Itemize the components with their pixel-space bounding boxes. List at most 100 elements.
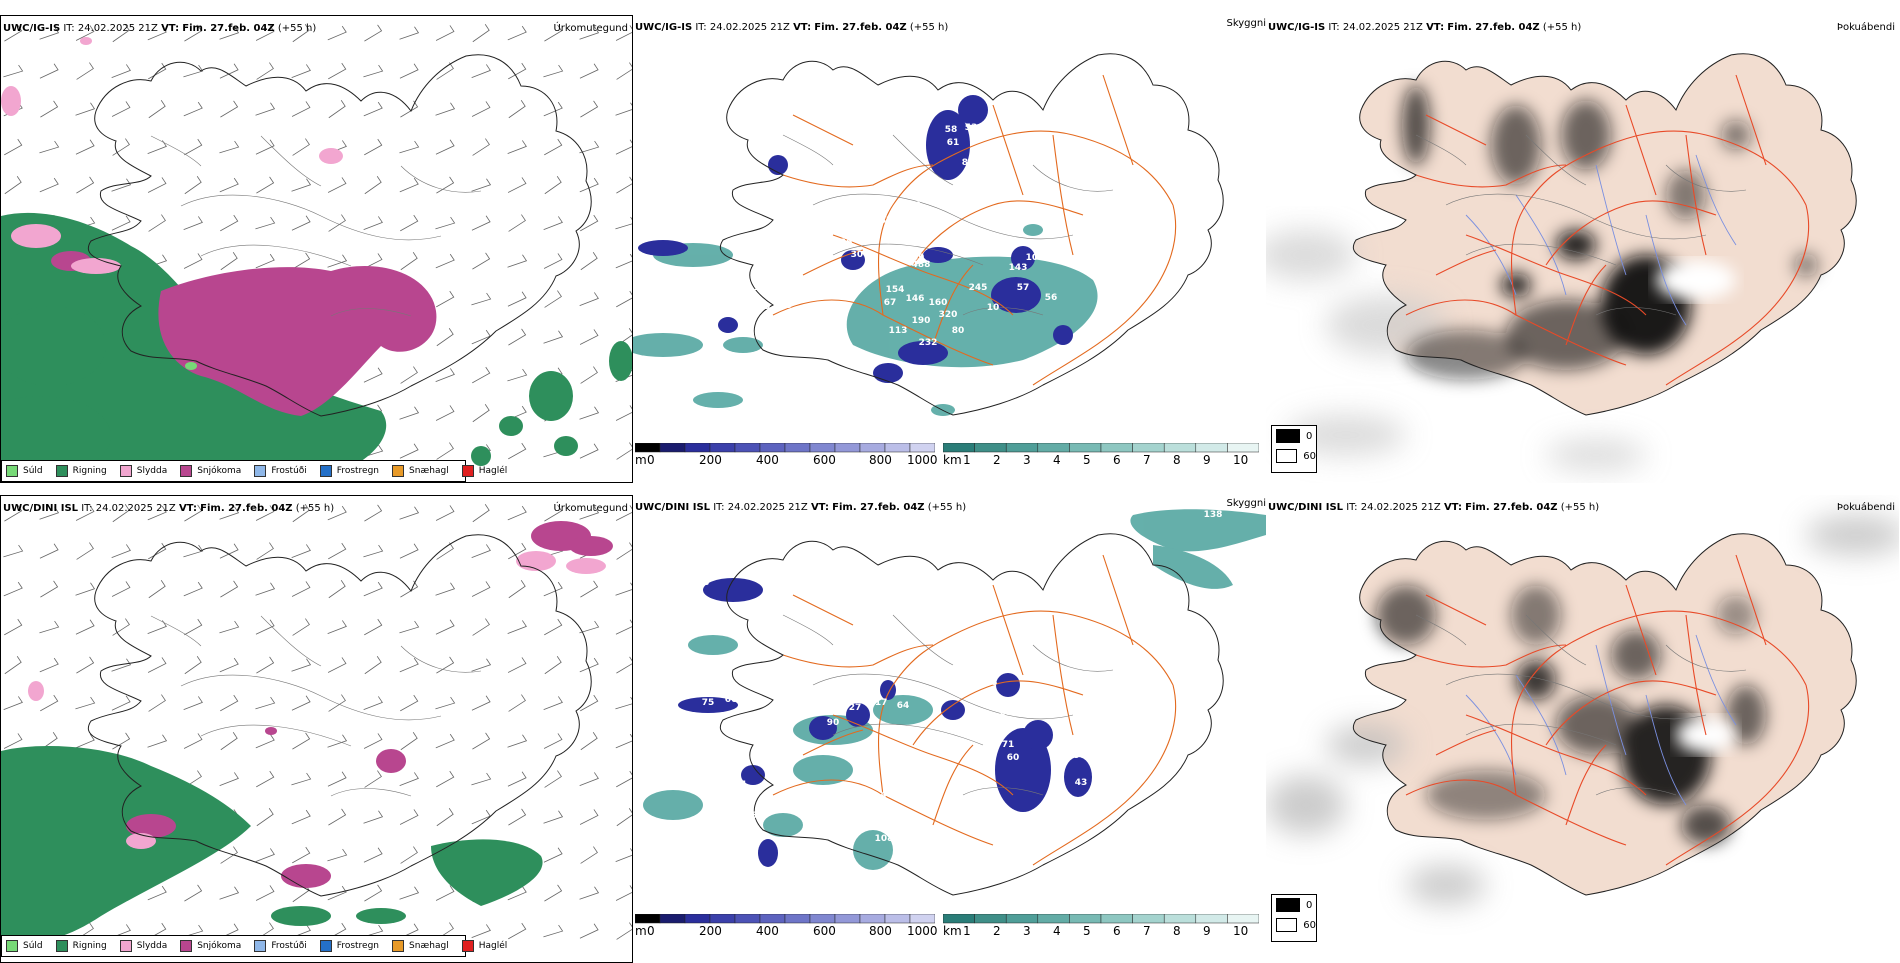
legend-item: Snæhagl [392,940,449,952]
cloud-base-colorbar: m 0 200 400 600 800 1000 [635,443,938,471]
cloud-base-value: 297 [646,285,665,295]
legend-item: Frostregn [319,940,379,952]
panel-title: UWC/DINI ISL IT: 24.02.2025 21Z VT: Fim.… [635,502,967,513]
cloud-base-value: 146 [906,294,925,304]
cloud-base-value: 64 [897,701,910,711]
panel-title: UWC/DINI ISL IT: 24.02.2025 21Z VT: Fim.… [3,503,335,514]
cloud-base-value: 56 [1045,293,1058,303]
panel-variable-name: Skyggni [1226,498,1266,509]
precip-map-bottom [1,504,632,946]
cloud-base-value: 62 [724,216,737,226]
cloud-base-value: 67 [884,298,897,308]
iceland-outline [720,533,1224,896]
legend-item: Slydda [119,940,167,952]
cloud-base-value: 142 [734,300,753,310]
cloud-base-value: 95 [719,278,732,288]
cloud-base-value: 160 [929,298,948,308]
cloud-base-value: 63 [1000,708,1013,718]
cloud-base-value: 18 [697,578,710,588]
cloud-base-value: 229 [664,285,683,295]
cloud-base-value: 43 [1075,778,1088,788]
cloud-base-value: 27 [849,703,862,713]
cloud-base-value: 94 [997,208,1010,218]
cloud-base-value: 72 [747,716,760,726]
cloud-base-value: 85 [787,310,800,320]
cloud-base-value: 120 [679,760,698,770]
cloud-base-value: 488 [912,260,931,270]
cloud-base-value: 117 [869,698,888,708]
cloud-base-value: 384 [889,246,908,256]
fog-index-panel-top: UWC/IG-IS IT: 24.02.2025 21Z VT: Fim. 27… [1266,15,1899,483]
panel-variable-name: Þokuábendi [1836,502,1895,513]
cloud-base-value: 67 [707,213,720,223]
cloud-base-value: 174 [686,196,705,206]
cloud-base-value: 320 [939,310,958,320]
cloud-base-value: 245 [969,283,988,293]
cloud-base-value: 109 [752,302,771,312]
cloud-base-panel-bottom: 138 18 75 66 72 65 74 90 27 117 64 79 128 63 59 71 60 98 4… [633,495,1266,950]
rain-area [1,746,543,946]
sea-fog-shading [1266,515,1899,905]
cloud-base-value: 90 [827,718,840,728]
sleet-area [28,551,606,849]
sleet-area [1,37,343,274]
cloud-base-value: 66 [725,695,738,705]
road-network [1405,74,1810,386]
panel-title: UWC/DINI ISL IT: 24.02.2025 21Z VT: Fim.… [1268,502,1600,513]
cloud-base-value: 81 [735,780,748,790]
fog-shading [1402,85,1818,380]
cloud-base-value: 65 [777,718,790,728]
cloud-base-colorbar: m 0 200 400 600 800 1000 [635,914,938,942]
legend-item: Haglél [461,465,507,477]
cloud-base-value: 53 [965,123,978,133]
cloud-base-value: 129 [774,301,793,311]
visibility-colorbar: km 1 2 3 4 5 6 7 8 9 10 [943,443,1259,471]
legend-item: Slydda [119,465,167,477]
iceland-outline [88,54,592,417]
fog-map-bottom [1266,515,1899,905]
precip-type-panel-bottom: UWC/DINI ISL IT: 24.02.2025 21Z VT: Fim.… [0,495,633,963]
cloud-base-value: 178 [754,283,773,293]
precip-legend: Súld Rigning Slydda Snjókoma Frostúði Fr… [1,935,507,957]
cloud-base-value: 57 [1017,283,1030,293]
road-network [1405,554,1810,866]
legend-item: Snjókoma [180,940,241,952]
cloud-base-value: 98 [1074,751,1087,761]
cloud-base-panel-top: 107 113 174 67 62 58 58 53 61 86 84 99 34 59 94 75 137 12… [633,15,1266,483]
cloud-base-value: 126 [834,238,853,248]
fog-index-panel-bottom: UWC/DINI ISL IT: 24.02.2025 21Z VT: Fim.… [1266,495,1899,950]
cloud-base-value: 143 [1009,263,1028,273]
panel-variable-name: Úrkomutegund [553,503,628,514]
cloud-base-value: 49 [881,790,894,800]
cloud-base-value: 103 [1026,253,1045,263]
cloud-base-value: 232 [919,338,938,348]
precip-type-panel-top: UWC/IG-IS IT: 24.02.2025 21Z VT: Fim. 27… [0,15,633,483]
cloud-base-value: 86 [962,158,975,168]
fog-free-area [1656,260,1736,300]
panel-title: UWC/IG-IS IT: 24.02.2025 21Z VT: Fim. 27… [3,23,317,34]
legend-item: Frostúði [254,465,307,477]
panel-variable-name: Úrkomutegund [553,23,628,34]
legend-item: Haglél [461,940,507,952]
cloud-base-value: 128 [979,678,998,688]
low-visibility-area [643,509,1266,870]
precip-legend: Súld Rigning Slydda Snjókoma Frostúði Fr… [1,460,507,482]
fog-legend: 0 60 [1271,894,1317,942]
cloud-base-value: 59 [909,201,922,211]
legend-item: Frostúði [254,940,307,952]
precip-map-top [1,24,632,482]
cloud-base-value: 99 [991,143,1004,153]
cloud-base-value: 108 [875,834,894,844]
cloud-base-value: 61 [947,138,960,148]
panel-title: UWC/IG-IS IT: 24.02.2025 21Z VT: Fim. 27… [1268,22,1582,33]
cloud-base-value: 113 [654,195,673,205]
cloud-base-value: 190 [912,316,931,326]
cloud-base-value: 84 [980,128,993,138]
cloud-base-area [678,578,1092,867]
legend-item: Frostregn [319,465,379,477]
cloud-base-value: 137 [874,216,893,226]
legend-item: Rigning [55,940,107,952]
